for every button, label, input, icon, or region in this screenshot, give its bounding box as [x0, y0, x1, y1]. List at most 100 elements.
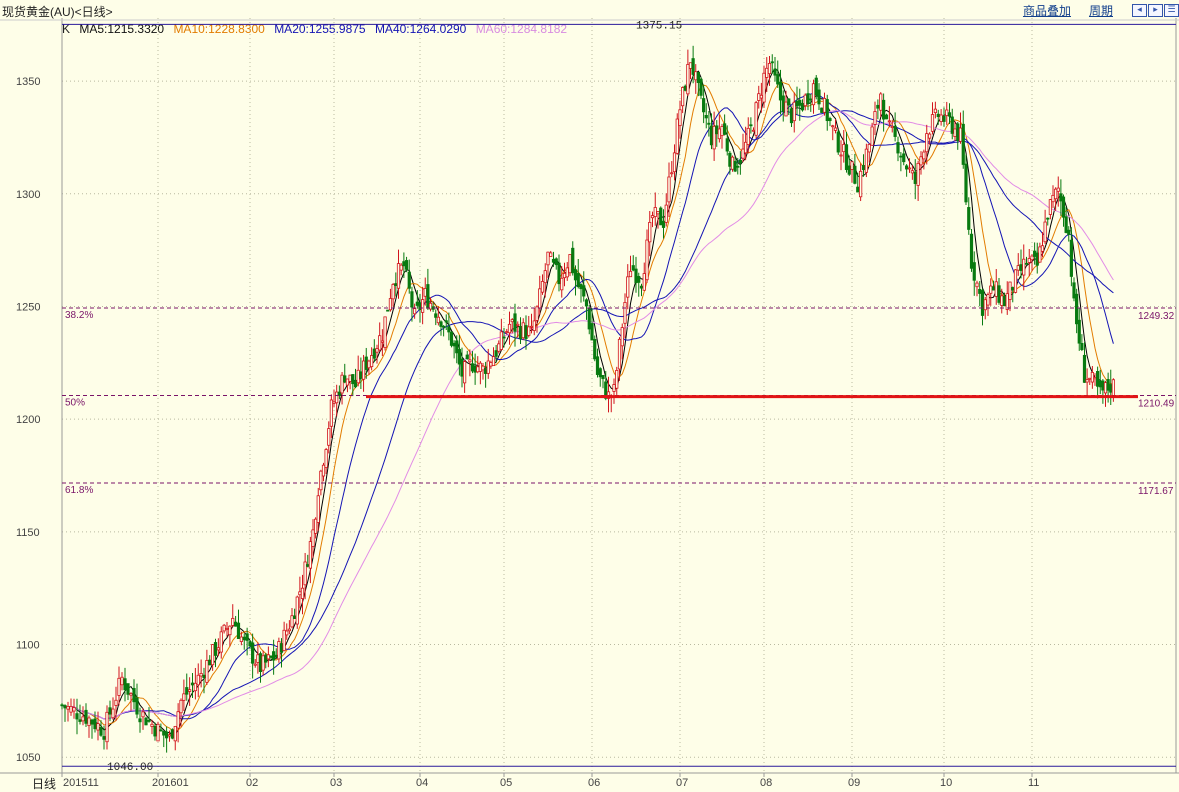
candle-body	[364, 356, 368, 370]
candle-body	[231, 617, 235, 626]
candle-body	[781, 95, 785, 112]
candle-body	[604, 381, 608, 399]
candle-body	[442, 325, 446, 328]
candle-body	[964, 163, 968, 203]
candle-body	[236, 622, 241, 639]
candle-body	[337, 391, 341, 396]
candle-body	[410, 291, 414, 308]
candle-body	[521, 322, 525, 339]
candle-body	[933, 108, 937, 114]
candle-body	[332, 401, 336, 404]
candle-body	[773, 68, 777, 76]
candle-body	[789, 108, 794, 124]
candle-body	[884, 114, 889, 120]
candle-body	[359, 371, 363, 379]
fib-pct-label: 61.8%	[65, 485, 93, 496]
candle-body	[463, 361, 467, 384]
candle-body	[179, 699, 183, 714]
overlay-button[interactable]: 商品叠加	[1022, 3, 1071, 18]
candle-body	[538, 288, 542, 309]
candle-body	[925, 133, 929, 153]
candle-body	[573, 269, 578, 281]
candle-body	[664, 204, 668, 223]
candle-body	[295, 596, 299, 625]
candle-body	[205, 660, 209, 683]
candle-body	[936, 113, 940, 117]
candle-body	[593, 339, 597, 360]
candle-body	[587, 307, 591, 330]
candle-body	[828, 118, 832, 122]
candle-body	[620, 327, 624, 347]
candle-body	[565, 267, 569, 278]
candle-body	[324, 449, 328, 468]
candle-body	[1046, 217, 1050, 220]
candle-body	[516, 323, 520, 326]
candle-body	[1011, 287, 1015, 291]
candle-body	[759, 94, 763, 99]
candle-body	[135, 697, 139, 715]
candle-body	[457, 349, 461, 365]
candle-body	[744, 141, 748, 154]
candle-body	[335, 391, 339, 404]
candle-body	[266, 654, 270, 660]
candle-body	[642, 273, 646, 291]
candle-body	[388, 298, 393, 311]
candle-body	[468, 359, 472, 363]
candle-body	[842, 144, 846, 153]
candle-body	[919, 156, 923, 166]
period-button[interactable]: 周期	[1088, 3, 1113, 18]
arrow-right-icon[interactable]: ▸	[1148, 3, 1163, 17]
candle-body	[656, 211, 660, 215]
candle-body	[129, 693, 133, 696]
timeframe-label: 日线	[32, 777, 57, 791]
candle-body	[571, 247, 575, 274]
candle-body	[584, 299, 589, 307]
candle-body	[637, 276, 641, 283]
candle-body	[853, 165, 857, 184]
candle-body	[165, 731, 169, 739]
candle-body	[1082, 354, 1087, 383]
candle-body	[356, 369, 360, 384]
candle-body	[527, 326, 531, 336]
candle-body	[715, 125, 719, 135]
candle-body	[256, 654, 260, 663]
candle-body	[751, 129, 756, 132]
candle-body	[1022, 258, 1026, 276]
candle-body	[222, 624, 226, 632]
candle-body	[306, 564, 310, 567]
candle-body	[754, 102, 758, 136]
candle-body	[1054, 188, 1058, 200]
candle-body	[386, 309, 390, 312]
candle-body	[75, 713, 79, 720]
axes: 1050 1100 1150 1200 1250 1300 1350 201511 201601…	[0, 18, 1179, 789]
high-marker-label: 1375.15	[636, 20, 682, 32]
candle-body	[208, 659, 212, 666]
candle-body	[947, 112, 952, 117]
candle-body	[989, 285, 993, 294]
candle-body	[1111, 379, 1115, 396]
candle-body	[691, 58, 695, 75]
candle-body	[576, 273, 580, 288]
candle-body	[391, 284, 395, 300]
candle-body	[421, 299, 425, 313]
candle-body	[967, 207, 971, 230]
candle-body	[279, 643, 284, 653]
candle-body	[274, 654, 278, 658]
candle-body	[314, 518, 318, 534]
candle-body	[648, 221, 652, 243]
candle-body	[1106, 379, 1110, 391]
candle-body	[675, 118, 679, 154]
candle-body	[248, 641, 252, 647]
candle-body	[449, 331, 454, 346]
arrow-left-icon[interactable]: ◂	[1132, 3, 1147, 17]
candle-body	[612, 384, 616, 392]
candle-body	[1043, 221, 1047, 243]
candle-body	[1103, 382, 1108, 394]
candle-body	[939, 114, 943, 122]
candle-body	[902, 153, 906, 163]
candle-body	[484, 368, 488, 374]
candle-body	[803, 94, 807, 107]
candle-body	[1093, 377, 1097, 380]
candle-body	[986, 294, 990, 306]
